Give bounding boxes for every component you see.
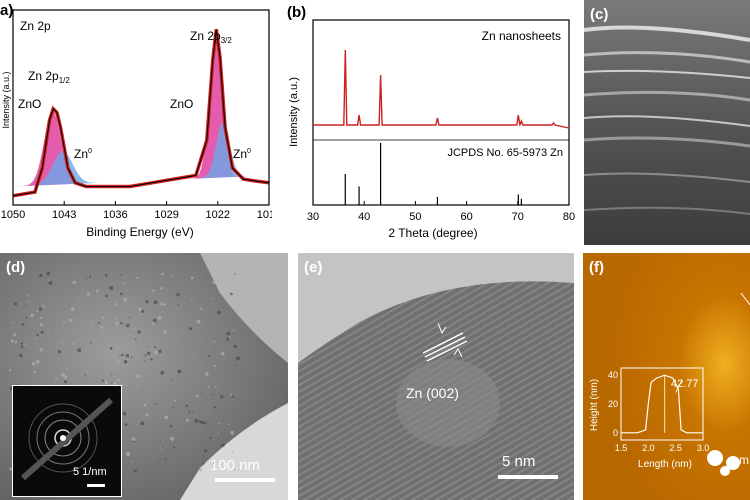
xps-zn0-fill-left [13,151,101,187]
xps-fit-line [13,29,269,197]
xps-title: Zn 2p [20,19,51,33]
afm-xtick-label: 1.5 [615,443,628,453]
afm-edge-text: m [739,453,749,467]
panel-e-hrtem-image: (e) Zn (002) 5 nm [298,253,574,500]
xrd-xtick-label: 60 [460,211,472,223]
xps-chart: 105010431036102910221015 Zn 2p Zn 2p1/2 … [1,9,272,239]
panel-d-tem-image: 5 1/nm (d) 100 nm [0,253,288,500]
panel-c-label: (c) [590,6,609,23]
hrtem-scale-label: 5 nm [502,453,536,470]
afm-ytick-label: 20 [608,399,618,409]
afm-inset-value: 42.77 [671,378,699,390]
xrd-sample-line [313,49,570,129]
saed-scale-bar [87,484,105,487]
xps-zno-left: ZnO [18,97,41,111]
saed-rings [21,397,113,481]
xps-zn0-fill-right [188,122,262,179]
xrd-xtick-label: 30 [307,211,319,223]
xrd-xlabel: 2 Theta (degree) [388,226,477,240]
afm-ytick-label: 0 [613,428,618,438]
xps-zn0-right: Zn0 [233,147,251,161]
panel-f-label: (f) [589,259,604,276]
saed-inset: 5 1/nm [12,385,122,497]
tem-scale-label: 100 nm [210,457,261,474]
hrtem-scale-bar [498,475,558,479]
afm-height-profile [621,374,703,434]
afm-value-leader [675,379,683,393]
xrd-ylabel: Intensity (a.u.) [288,77,300,147]
xps-xtick-label: 1043 [52,209,76,221]
panel-f-afm-image: (f) m 0 20 40 1.5 2.0 2.5 3.0 42.77 Length (nm… [583,253,750,500]
xps-peak-half-label: Zn 2p1/2 [28,69,70,85]
xps-ylabel: Intensity (a.u.) [1,71,11,128]
afm-ytick-label: 40 [608,370,618,380]
afm-inset-xlabel: Length (nm) [638,459,692,470]
xps-xtick-label: 1015 [257,209,272,221]
xps-xlabel: Binding Energy (eV) [86,225,193,239]
tem-scale-bar [215,478,275,482]
xps-zno-right: ZnO [170,97,193,111]
afm-xtick-label: 2.0 [642,443,655,453]
panel-d-label: (d) [6,259,26,276]
afm-inset-ylabel: Height (nm) [589,379,600,431]
xps-zno-fill-right [181,30,255,180]
xrd-xtick-label: 70 [512,211,524,223]
hrtem-annotation: Zn (002) [406,385,459,401]
panel-b-label: (b) [287,4,307,21]
xrd-chart: 30 40 50 60 70 80 Zn nanosheets JCPDS No. 65-… [288,19,575,240]
panel-a-label: a) [0,2,14,19]
saed-scale-label: 5 1/nm [73,466,107,478]
xps-xtick-label: 1050 [1,209,25,221]
tem-texture [0,253,288,500]
xrd-xtick-label: 40 [358,211,370,223]
panel-a-xps: 105010431036102910221015 Zn 2p Zn 2p1/2 … [0,0,272,245]
xps-peak-3half-label: Zn 2p3/2 [190,29,232,45]
sem-layers [584,0,750,245]
afm-xtick-label: 2.5 [669,443,682,453]
panel-b-xrd: 30 40 50 60 70 80 Zn nanosheets JCPDS No. 65-… [283,0,577,245]
xps-xtick-label: 1029 [154,209,178,221]
xps-xtick-label: 1036 [103,209,127,221]
xrd-xtick-label: 50 [409,211,421,223]
xrd-legend-ref: JCPDS No. 65-5973 Zn [447,147,563,159]
panel-e-label: (e) [304,259,323,276]
xrd-legend-top: Zn nanosheets [482,29,561,43]
xrd-xtick-label: 80 [563,211,575,223]
afm-surface [583,253,750,500]
xps-xtick-label: 1022 [206,209,230,221]
xps-zno-fill-left [13,111,94,187]
afm-xtick-label: 3.0 [697,443,710,453]
xps-zn0-left: Zn0 [74,147,92,161]
afm-profile-inset: 0 20 40 1.5 2.0 2.5 3.0 42.77 Length (nm) Heig… [589,367,710,470]
panel-c-sem-image: (c) [584,0,750,245]
hrtem-texture [298,253,574,500]
